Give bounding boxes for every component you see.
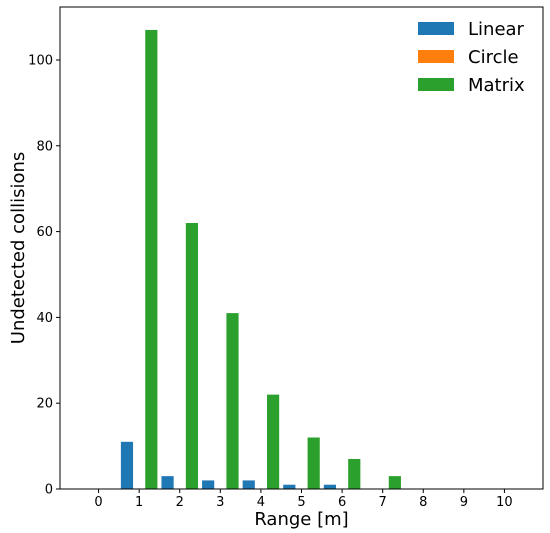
bar-matrix-3 — [226, 313, 239, 489]
legend-swatch-matrix — [418, 78, 454, 91]
bar-linear-2 — [161, 476, 174, 489]
x-tick-label: 5 — [297, 495, 305, 510]
legend-label-matrix: Matrix — [468, 75, 525, 96]
x-tick-label: 3 — [216, 495, 224, 510]
bar-matrix-4 — [267, 394, 280, 489]
x-tick-label: 4 — [257, 495, 265, 510]
bar-matrix-1 — [145, 29, 158, 489]
bar-linear-1 — [120, 441, 134, 489]
y-tick-label: 40 — [36, 311, 53, 326]
x-axis-title: Range [m] — [254, 509, 348, 530]
bar-matrix-6 — [348, 458, 361, 489]
legend-label-linear: Linear — [468, 19, 525, 40]
bar-matrix-5 — [307, 437, 320, 489]
y-tick-label: 60 — [36, 225, 53, 240]
legend-label-circle: Circle — [468, 47, 519, 68]
bar-linear-6 — [323, 484, 336, 489]
bar-linear-5 — [283, 484, 296, 489]
y-axis-title: Undetected collisions — [8, 152, 29, 344]
x-tick-label: 0 — [94, 495, 102, 510]
x-tick-label: 7 — [379, 495, 387, 510]
x-tick-label: 6 — [338, 495, 346, 510]
y-tick-label: 20 — [36, 397, 53, 412]
x-tick-label: 10 — [496, 495, 513, 510]
x-tick-label: 2 — [176, 495, 184, 510]
legend: Linear Circle Matrix — [418, 19, 525, 96]
legend-swatch-circle — [418, 50, 454, 63]
y-tick-label: 100 — [28, 53, 53, 68]
bars-layer — [120, 29, 401, 489]
x-tick-label: 9 — [460, 495, 468, 510]
bar-matrix-7 — [388, 476, 401, 489]
x-tick-label: 1 — [135, 495, 143, 510]
y-tick-label: 80 — [36, 139, 53, 154]
bar-linear-3 — [202, 480, 215, 489]
legend-swatch-linear — [418, 22, 454, 35]
y-tick-label: 0 — [45, 483, 53, 498]
x-tick-label: 8 — [419, 495, 427, 510]
bar-linear-4 — [242, 480, 255, 489]
bar-matrix-2 — [185, 223, 198, 489]
